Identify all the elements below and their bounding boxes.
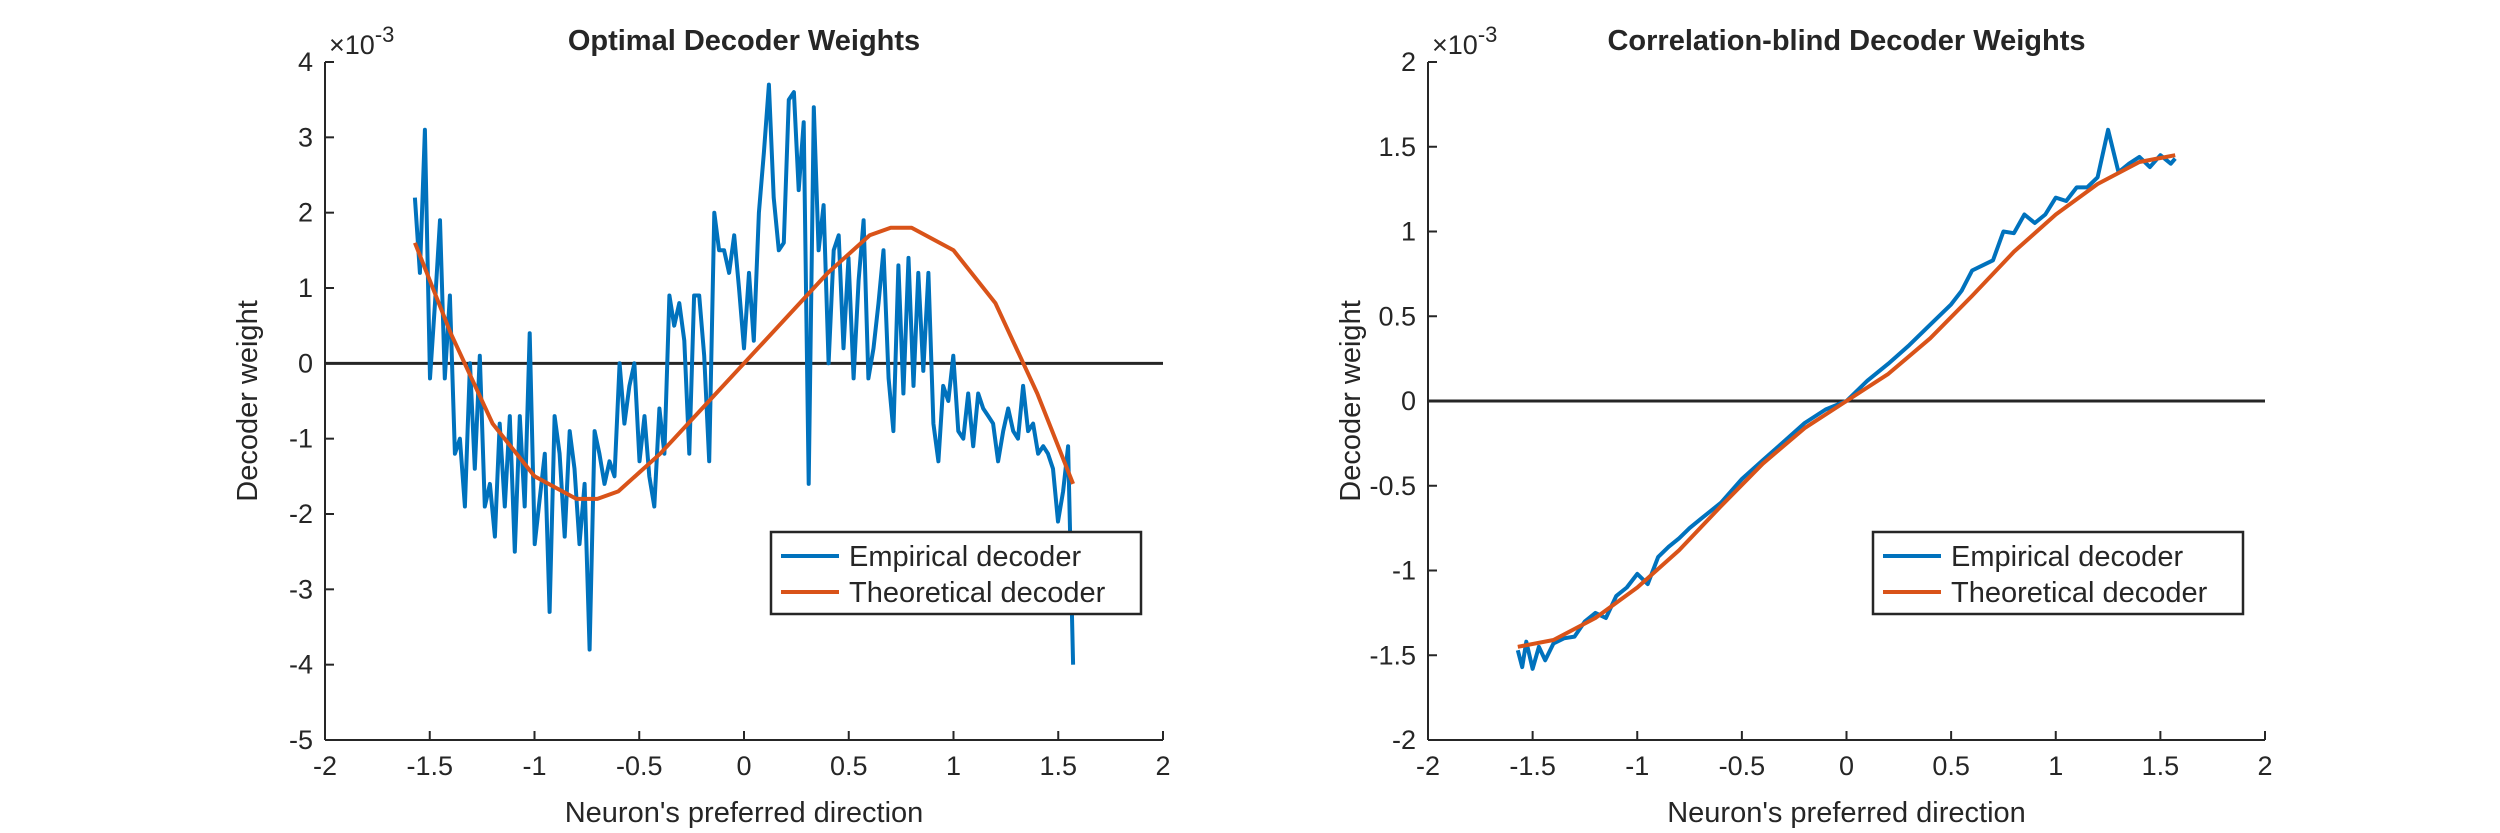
y-tick-label: 4	[298, 47, 313, 77]
exponent-label: ×10-3	[1432, 22, 1497, 60]
y-tick-label: 1	[298, 273, 313, 303]
exponent-power: -3	[375, 22, 395, 47]
y-tick-label: -4	[289, 650, 313, 680]
legend-entry: Empirical decoder	[849, 541, 1081, 573]
x-tick-label: 0.5	[1932, 751, 1970, 781]
x-tick-label: 0	[736, 751, 751, 781]
y-tick-label: 3	[298, 122, 313, 152]
y-tick-label: -0.5	[1369, 471, 1416, 501]
x-axis-label: Neuron's preferred direction	[1667, 797, 2026, 829]
y-tick-label: -1.5	[1369, 640, 1416, 670]
x-tick-label: 1.5	[1039, 751, 1077, 781]
legend: Empirical decoder Theoretical decoder	[769, 530, 1143, 616]
y-tick-label: -1	[1392, 556, 1416, 586]
x-tick-label: 0	[1839, 751, 1854, 781]
y-tick-label: -2	[289, 499, 313, 529]
y-tick-label: 1.5	[1378, 132, 1416, 162]
y-tick-label: 0	[298, 348, 313, 378]
x-tick-label: -0.5	[1719, 751, 1766, 781]
y-tick-label: -2	[1392, 725, 1416, 755]
exponent-power: -3	[1478, 22, 1498, 47]
exponent-label: ×10-3	[329, 22, 394, 60]
chart-correlation-blind-decoder-weights: -2 -1.5 -1 -0.5 0 0.5 1 1.5 2 -2 -1.5 -1 -0.5 0 0.5 1 1.…	[1335, 22, 2273, 829]
x-tick-label: -1	[1625, 751, 1649, 781]
legend-entry: Empirical decoder	[1951, 541, 2183, 573]
x-tick-label: 2	[2257, 751, 2272, 781]
legend-entry: Theoretical decoder	[1951, 577, 2208, 609]
chart-title: Correlation-blind Decoder Weights	[1607, 25, 2085, 57]
x-tick-label: 2	[1155, 751, 1170, 781]
y-tick-label: -3	[289, 574, 313, 604]
legend-entry: Theoretical decoder	[849, 577, 1106, 609]
x-tick-label: -1.5	[1509, 751, 1556, 781]
legend-box	[769, 530, 1143, 616]
x-tick-label: -0.5	[616, 751, 663, 781]
x-axis-label: Neuron's preferred direction	[565, 797, 924, 829]
x-tick-label: -2	[1416, 751, 1440, 781]
x-tick-label: -2	[313, 751, 337, 781]
y-tick-label: 1	[1401, 217, 1416, 247]
y-tick-label: 2	[1401, 47, 1416, 77]
x-tick-label: 1	[946, 751, 961, 781]
legend-box	[1871, 530, 2245, 616]
x-tick-label: 1	[2048, 751, 2063, 781]
series-line-theoretical	[413, 225, 1075, 501]
y-tick-label: 2	[298, 198, 313, 228]
y-tick-label: -1	[289, 424, 313, 454]
y-tick-label: 0	[1401, 386, 1416, 416]
y-axis-label: Decoder weight	[232, 300, 264, 502]
y-axis-label: Decoder weight	[1335, 300, 1367, 502]
x-tick-label: 1.5	[2142, 751, 2180, 781]
y-tick-label: 0.5	[1378, 301, 1416, 331]
chart-optimal-decoder-weights: -2 -1.5 -1 -0.5 0 0.5 1 1.5 2 -5 -4 -3 -2 -1 0 1 2 3 4 ×10-…	[232, 22, 1171, 829]
legend: Empirical decoder Theoretical decoder	[1871, 530, 2245, 616]
x-tick-label: -1	[522, 751, 546, 781]
series-line-empirical	[412, 82, 1076, 665]
series-line-theoretical	[1517, 153, 2176, 649]
chart-title: Optimal Decoder Weights	[568, 25, 920, 57]
x-tick-label: -1.5	[406, 751, 453, 781]
y-tick-label: -5	[289, 725, 313, 755]
x-tick-label: 0.5	[830, 751, 868, 781]
